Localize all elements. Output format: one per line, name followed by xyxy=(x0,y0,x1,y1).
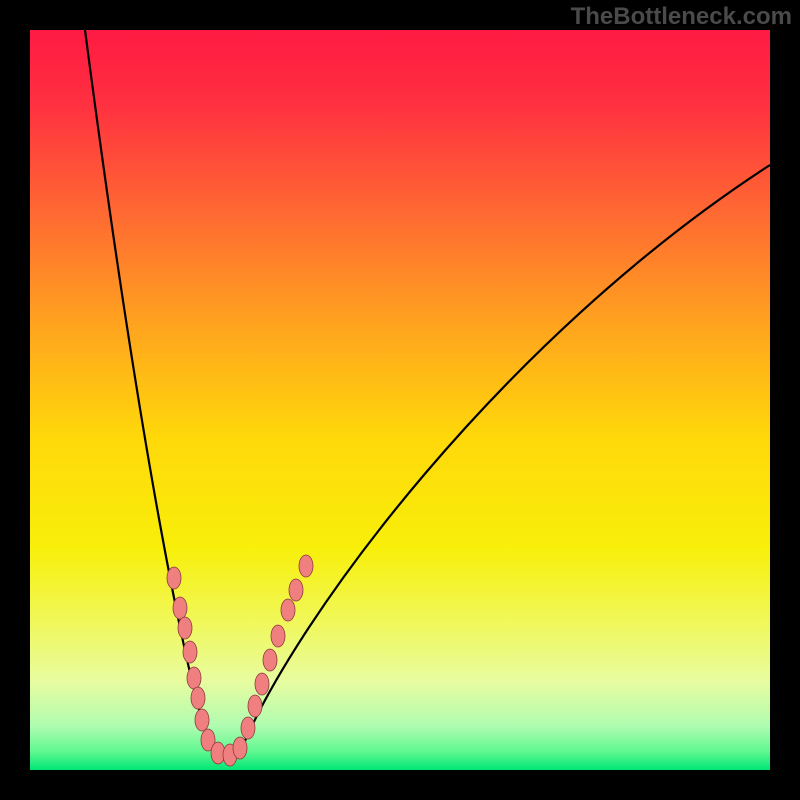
gradient-background xyxy=(30,30,770,770)
data-point xyxy=(255,673,269,695)
chart-frame: TheBottleneck.com xyxy=(0,0,800,800)
data-point xyxy=(191,687,205,709)
data-point xyxy=(183,641,197,663)
data-point xyxy=(281,599,295,621)
watermark-text: TheBottleneck.com xyxy=(571,3,792,31)
data-point xyxy=(178,617,192,639)
data-point xyxy=(271,625,285,647)
data-point xyxy=(233,737,247,759)
data-point xyxy=(299,555,313,577)
data-point xyxy=(248,695,262,717)
data-point xyxy=(263,649,277,671)
data-point xyxy=(195,709,209,731)
data-point xyxy=(187,667,201,689)
data-point xyxy=(241,717,255,739)
data-point xyxy=(173,597,187,619)
data-point xyxy=(289,579,303,601)
data-point xyxy=(167,567,181,589)
bottleneck-chart xyxy=(0,0,800,800)
